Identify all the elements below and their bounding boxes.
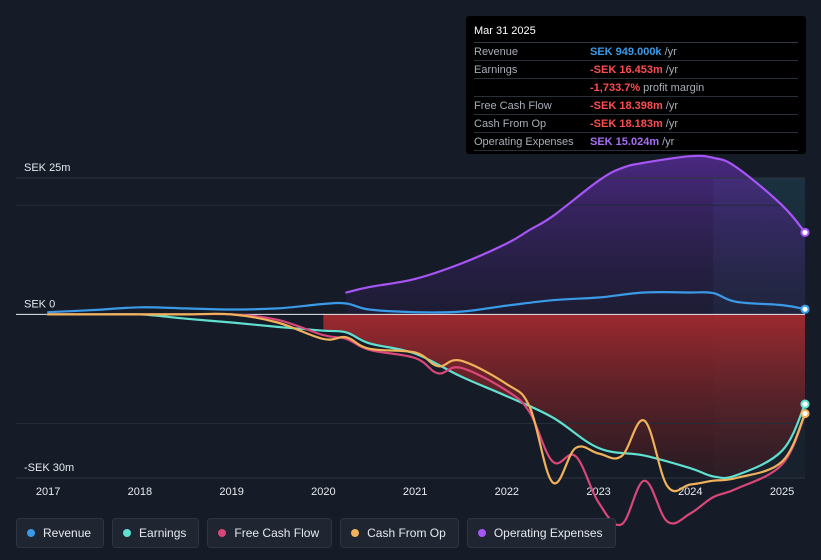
end-markers xyxy=(800,227,810,419)
x-tick-label: 2023 xyxy=(586,486,610,498)
tooltip-row-value: -SEK 16.453m xyxy=(590,63,663,76)
series-line-revenue xyxy=(47,291,807,314)
tooltip-date: Mar 31 2025 xyxy=(474,24,798,43)
tooltip-rows: Revenue SEK 949.000k/yr Earnings -SEK 16.45… xyxy=(474,43,798,151)
y-tick-label: -SEK 30m xyxy=(24,462,74,474)
legend-label: Free Cash Flow xyxy=(234,526,320,540)
legend-dot-icon xyxy=(218,529,227,537)
y-tick-label: SEK 0 xyxy=(24,298,55,310)
legend-item-earnings[interactable]: Earnings xyxy=(112,518,200,548)
tooltip-row: Earnings -SEK 16.453m/yr xyxy=(474,61,798,79)
legend-label: Operating Expenses xyxy=(493,526,603,540)
x-tick-label: 2018 xyxy=(128,486,152,498)
x-tick-label: 2025 xyxy=(770,486,794,498)
tooltip-row-unit: /yr xyxy=(662,135,675,148)
tooltip: Mar 31 2025 Revenue SEK 949.000k/yr Earnin… xyxy=(466,16,806,154)
series-line-operating-expenses xyxy=(345,154,807,294)
tooltip-row-unit: /yr xyxy=(665,117,678,130)
axes: SEK 25m SEK 0 -SEK 30m 2017 2018 2019 2020 2021… xyxy=(16,162,805,498)
tooltip-row-label: Revenue xyxy=(474,45,519,58)
tooltip-row-value: SEK 15.024m xyxy=(590,135,660,148)
tooltip-row: Free Cash Flow -SEK 18.398m/yr xyxy=(474,97,798,115)
x-tick-label: 2024 xyxy=(678,486,702,498)
tooltip-row-value: -SEK 18.183m xyxy=(590,117,663,130)
tooltip-row-unit: /yr xyxy=(664,45,677,58)
legend-label: Revenue xyxy=(43,526,92,540)
legend-item-operating-expenses[interactable]: Operating Expenses xyxy=(466,518,616,548)
legend-label: Cash From Op xyxy=(367,526,446,540)
end-marker-revenue xyxy=(800,304,810,314)
tooltip-row-value: -1,733.7% xyxy=(590,81,641,94)
x-tick-label: 2019 xyxy=(219,486,243,498)
tooltip-row-label: Cash From Op xyxy=(474,117,547,130)
tooltip-row-label: Earnings xyxy=(474,63,518,76)
opex-area xyxy=(346,155,805,315)
tooltip-row-value: SEK 949.000k xyxy=(590,45,662,58)
tooltip-row-label: Free Cash Flow xyxy=(474,99,552,112)
legend-item-free-cash-flow[interactable]: Free Cash Flow xyxy=(207,518,333,548)
tooltip-row: -1,733.7% profit margin xyxy=(474,79,798,97)
x-tick-label: 2017 xyxy=(36,486,60,498)
legend-item-cash-from-op[interactable]: Cash From Op xyxy=(340,518,459,548)
series-line-earnings xyxy=(47,312,807,480)
earnings-loss-area xyxy=(323,314,805,479)
legend-dot-icon xyxy=(123,529,132,537)
tooltip-row-unit: profit margin xyxy=(643,81,705,94)
legend-dot-icon xyxy=(351,529,360,537)
tooltip-row-unit: /yr xyxy=(665,99,678,112)
series-line-cash-from-op xyxy=(47,312,807,493)
end-marker-cash-from-op xyxy=(800,408,810,419)
legend-dot-icon xyxy=(477,529,486,537)
legend-item-revenue[interactable]: Revenue xyxy=(16,518,105,548)
tooltip-row: Revenue SEK 949.000k/yr xyxy=(474,43,798,61)
plot-area xyxy=(323,155,805,479)
end-marker-operating-expenses xyxy=(800,227,810,238)
y-tick-label: SEK 25m xyxy=(24,162,70,174)
tooltip-row-value: -SEK 18.398m xyxy=(590,99,663,112)
tooltip-row: Operating Expenses SEK 15.024m/yr xyxy=(474,133,798,151)
x-tick-label: 2022 xyxy=(495,486,519,498)
legend-label: Earnings xyxy=(139,526,187,540)
end-marker-earnings xyxy=(800,399,810,409)
legend: Revenue Earnings Free Cash Flow Cash From O… xyxy=(16,518,616,548)
x-tick-label: 2020 xyxy=(311,486,335,498)
tooltip-row: Cash From Op -SEK 18.183m/yr xyxy=(474,115,798,133)
tooltip-row-unit: /yr xyxy=(665,63,678,76)
legend-dot-icon xyxy=(27,529,35,537)
x-tick-label: 2021 xyxy=(403,486,427,498)
tooltip-row-label: Operating Expenses xyxy=(474,135,574,148)
series-lines xyxy=(47,154,807,527)
